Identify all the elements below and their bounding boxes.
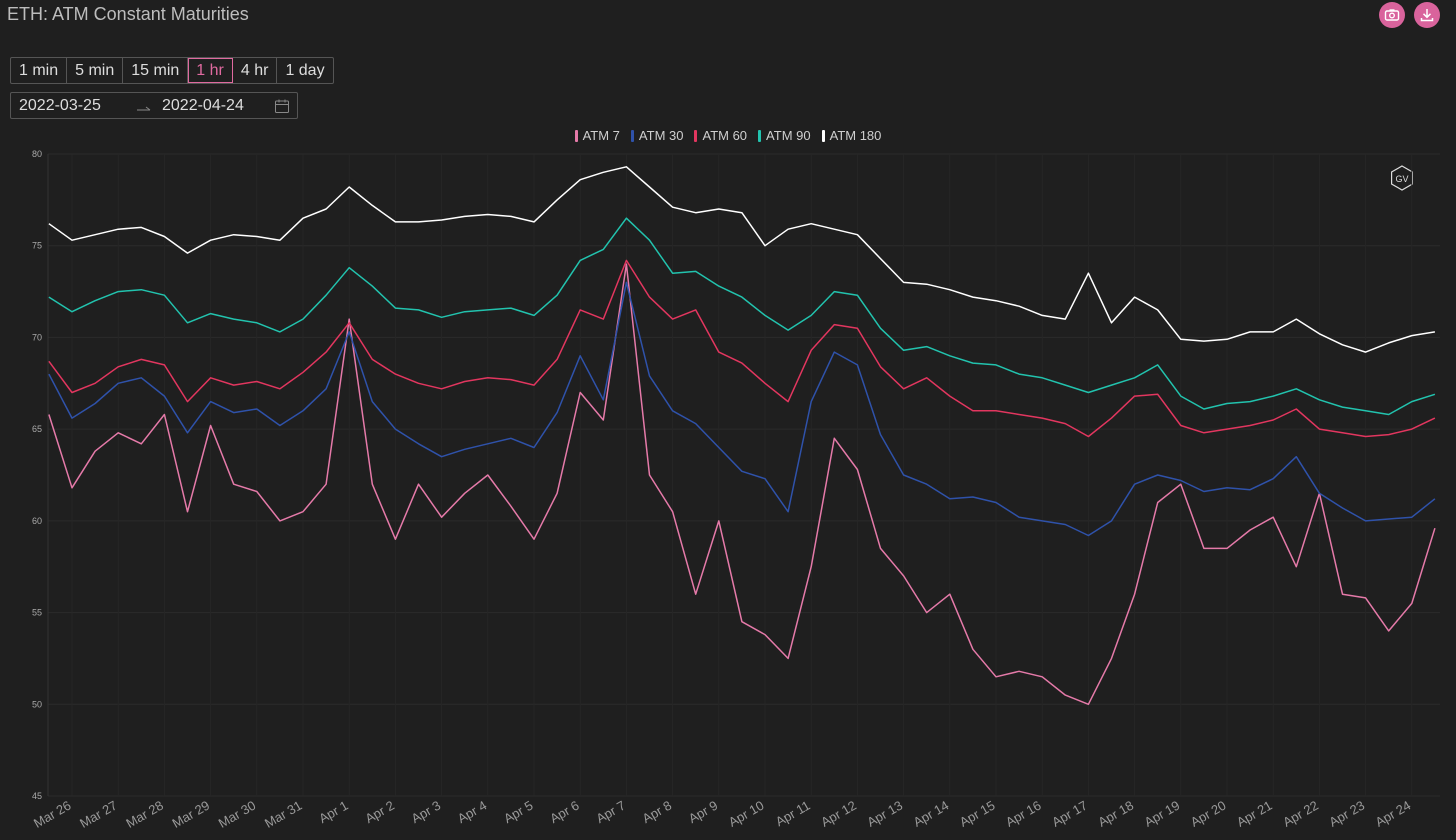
legend-swatch xyxy=(694,129,698,142)
x-tick-label: Mar 28 xyxy=(123,798,166,831)
interval-button[interactable]: 1 min xyxy=(11,58,68,83)
x-tick-label: Apr 22 xyxy=(1280,798,1321,830)
x-tick-label: Apr 10 xyxy=(726,798,767,830)
series-line xyxy=(48,166,1436,353)
x-tick-label: Apr 6 xyxy=(547,798,581,827)
legend-item[interactable]: ATM 90 xyxy=(758,128,811,143)
camera-icon xyxy=(1384,9,1400,21)
legend-item[interactable]: ATM 60 xyxy=(694,128,747,143)
interval-button[interactable]: 5 min xyxy=(67,58,124,83)
download-icon xyxy=(1420,9,1434,22)
x-tick-label: Apr 1 xyxy=(316,798,350,827)
x-tick-label: Mar 29 xyxy=(170,798,213,831)
y-tick-label: 60 xyxy=(32,516,42,526)
legend-item[interactable]: ATM 7 xyxy=(574,128,620,143)
legend-swatch xyxy=(574,129,578,142)
page-title: ETH: ATM Constant Maturities xyxy=(7,4,249,24)
interval-button[interactable]: 1 day xyxy=(285,62,325,79)
interval-button[interactable]: 4 hr xyxy=(233,58,278,83)
y-tick-label: 45 xyxy=(32,791,42,801)
x-tick-label: Apr 13 xyxy=(864,798,905,830)
series-line xyxy=(48,259,1436,438)
x-tick-label: Apr 20 xyxy=(1188,798,1229,830)
watermark-text: GV xyxy=(1395,174,1408,184)
y-tick-label: 65 xyxy=(32,424,42,434)
x-tick-label: Apr 9 xyxy=(686,798,720,827)
legend: ATM 7 ATM 30 ATM 60 ATM 90 ATM 180 xyxy=(0,128,1456,143)
legend-label: ATM 7 xyxy=(582,128,620,143)
interval-selector: 1 min 5 min 15 min 1 hr 4 hr 1 day xyxy=(10,57,334,84)
x-tick-label: Apr 19 xyxy=(1142,798,1183,830)
interval-button[interactable]: 1 hr xyxy=(188,58,233,83)
calendar-icon xyxy=(275,99,289,113)
legend-label: ATM 60 xyxy=(702,128,748,143)
x-tick-label: Apr 4 xyxy=(455,798,489,827)
x-tick-label: Apr 8 xyxy=(640,798,674,827)
legend-label: ATM 180 xyxy=(829,128,882,143)
start-date: 2022-03-25 xyxy=(19,97,101,114)
y-tick-label: 80 xyxy=(32,149,42,159)
x-tick-label: Apr 5 xyxy=(501,798,535,827)
x-tick-label: Apr 17 xyxy=(1049,798,1090,830)
x-tick-label: Mar 31 xyxy=(262,798,305,831)
x-tick-label: Apr 15 xyxy=(957,798,998,830)
x-tick-label: Apr 16 xyxy=(1003,798,1044,830)
legend-swatch xyxy=(758,129,762,142)
screenshot-button[interactable] xyxy=(1379,2,1405,28)
x-tick-label: Apr 12 xyxy=(818,798,859,830)
x-tick-label: Apr 18 xyxy=(1095,798,1136,830)
x-tick-label: Apr 3 xyxy=(409,798,443,827)
y-tick-label: 75 xyxy=(32,241,42,251)
legend-item[interactable]: ATM 30 xyxy=(630,128,684,143)
legend-swatch xyxy=(630,129,634,142)
legend-label: ATM 90 xyxy=(766,128,811,143)
y-tick-label: 50 xyxy=(32,699,42,709)
x-tick-label: Apr 21 xyxy=(1234,798,1275,830)
interval-button[interactable]: 15 min xyxy=(123,58,189,83)
watermark: GV xyxy=(1391,165,1413,191)
x-tick-label: Apr 2 xyxy=(362,798,396,827)
x-tick-label: Apr 24 xyxy=(1373,798,1414,830)
date-range-picker[interactable]: 2022-03-25 2022-04-24 xyxy=(10,92,298,119)
series-line xyxy=(48,217,1436,416)
y-tick-label: 70 xyxy=(32,332,42,342)
series-line xyxy=(48,263,1436,706)
x-tick-label: Apr 11 xyxy=(773,798,813,830)
range-arrow xyxy=(137,106,151,111)
legend-swatch xyxy=(821,129,825,142)
x-tick-label: Apr 14 xyxy=(911,798,952,830)
x-tick-label: Mar 27 xyxy=(77,798,120,831)
y-tick-label: 55 xyxy=(32,608,42,618)
legend-item[interactable]: ATM 180 xyxy=(821,128,882,143)
x-tick-label: Mar 30 xyxy=(216,798,259,831)
legend-label: ATM 30 xyxy=(638,128,684,143)
download-button[interactable] xyxy=(1414,2,1440,28)
watermark-hexagon xyxy=(1391,165,1413,191)
end-date: 2022-04-24 xyxy=(162,97,244,114)
x-tick-label: Apr 7 xyxy=(593,798,627,827)
x-tick-label: Mar 26 xyxy=(31,798,74,831)
series-line xyxy=(48,281,1436,537)
x-tick-label: Apr 23 xyxy=(1326,798,1367,830)
